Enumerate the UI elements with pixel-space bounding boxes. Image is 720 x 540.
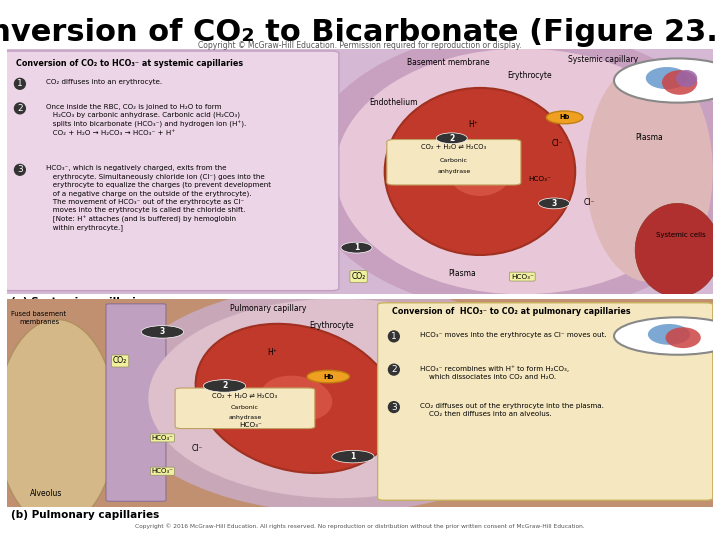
FancyBboxPatch shape bbox=[106, 304, 166, 501]
Ellipse shape bbox=[148, 299, 529, 498]
Text: (b) Pulmonary capillaries: (b) Pulmonary capillaries bbox=[11, 510, 159, 519]
Text: CO₂: CO₂ bbox=[113, 356, 127, 366]
Text: CO₂ diffuses into an erythrocyte.: CO₂ diffuses into an erythrocyte. bbox=[46, 79, 162, 85]
Text: 1: 1 bbox=[354, 243, 359, 252]
Text: HCO₃⁻: HCO₃⁻ bbox=[151, 435, 174, 441]
Ellipse shape bbox=[635, 204, 720, 297]
Text: CO₂ + H₂O ⇌ H₂CO₃: CO₂ + H₂O ⇌ H₂CO₃ bbox=[212, 393, 277, 399]
Text: 2: 2 bbox=[449, 134, 454, 143]
Text: Once inside the RBC, CO₂ is joined to H₂O to form
   H₂CO₃ by carbonic anhydrase: Once inside the RBC, CO₂ is joined to H₂… bbox=[46, 104, 246, 136]
Text: HCO₃⁻, which is negatively charged, exits from the
   erythrocyte. Simultaneousl: HCO₃⁻, which is negatively charged, exit… bbox=[46, 165, 271, 231]
Text: 1: 1 bbox=[351, 452, 356, 461]
Text: 3: 3 bbox=[552, 199, 557, 208]
Text: Fused basement
membranes: Fused basement membranes bbox=[12, 311, 66, 325]
Ellipse shape bbox=[261, 376, 333, 421]
Text: 3: 3 bbox=[391, 403, 397, 411]
Ellipse shape bbox=[384, 88, 575, 255]
Circle shape bbox=[614, 58, 720, 103]
Text: CO₂: CO₂ bbox=[351, 272, 366, 281]
Ellipse shape bbox=[304, 30, 720, 313]
Ellipse shape bbox=[196, 324, 397, 473]
FancyBboxPatch shape bbox=[387, 139, 521, 185]
Text: Conversion of  HCO₃⁻ to CO₂ at pulmonary capillaries: Conversion of HCO₃⁻ to CO₂ at pulmonary … bbox=[392, 307, 631, 316]
Circle shape bbox=[203, 380, 246, 392]
FancyBboxPatch shape bbox=[377, 303, 713, 500]
Text: HCO₃⁻: HCO₃⁻ bbox=[528, 176, 552, 182]
Text: Endothelium: Endothelium bbox=[369, 98, 418, 107]
Circle shape bbox=[141, 326, 184, 338]
Text: Hb: Hb bbox=[559, 114, 570, 120]
Ellipse shape bbox=[117, 284, 561, 513]
Circle shape bbox=[332, 450, 374, 463]
Circle shape bbox=[307, 370, 349, 383]
Ellipse shape bbox=[448, 147, 512, 196]
Text: HCO₃⁻: HCO₃⁻ bbox=[151, 468, 174, 474]
Ellipse shape bbox=[665, 327, 701, 348]
Text: 3: 3 bbox=[160, 327, 165, 336]
Text: Carbonic: Carbonic bbox=[440, 158, 468, 164]
Text: Cl⁻: Cl⁻ bbox=[552, 139, 563, 148]
Circle shape bbox=[539, 198, 570, 209]
Text: HCO₃⁻: HCO₃⁻ bbox=[239, 422, 262, 428]
Ellipse shape bbox=[662, 70, 697, 95]
Text: H⁺: H⁺ bbox=[267, 348, 276, 357]
Text: 1: 1 bbox=[391, 332, 397, 341]
Circle shape bbox=[614, 318, 720, 355]
Text: Plasma: Plasma bbox=[636, 132, 663, 141]
Text: HCO₃⁻ recombines with H⁺ to form H₂CO₃,
    which dissociates into CO₂ and H₂O.: HCO₃⁻ recombines with H⁺ to form H₂CO₃, … bbox=[420, 365, 569, 380]
Text: Erythrocyte: Erythrocyte bbox=[507, 71, 552, 80]
Text: Cl⁻: Cl⁻ bbox=[192, 444, 204, 453]
Circle shape bbox=[341, 242, 372, 253]
Text: 2: 2 bbox=[222, 381, 227, 390]
Text: Conversion of CO₂ to HCO₃⁻ at systemic capillaries: Conversion of CO₂ to HCO₃⁻ at systemic c… bbox=[16, 59, 243, 68]
FancyBboxPatch shape bbox=[4, 51, 339, 291]
Text: Cl⁻: Cl⁻ bbox=[584, 198, 595, 207]
Text: 1: 1 bbox=[17, 79, 23, 89]
Text: 2: 2 bbox=[391, 365, 397, 374]
FancyBboxPatch shape bbox=[175, 388, 315, 429]
Text: Copyright © McGraw-Hill Education. Permission required for reproduction or displ: Copyright © McGraw-Hill Education. Permi… bbox=[198, 41, 522, 50]
Ellipse shape bbox=[648, 324, 690, 345]
Text: Plasma: Plasma bbox=[449, 269, 476, 278]
Text: (a) Systemic capillaries: (a) Systemic capillaries bbox=[11, 297, 149, 307]
Ellipse shape bbox=[586, 61, 713, 282]
Ellipse shape bbox=[646, 67, 688, 89]
Text: 2: 2 bbox=[17, 104, 23, 113]
Text: Alveolus: Alveolus bbox=[30, 489, 62, 497]
Text: Pulmonary capillary: Pulmonary capillary bbox=[230, 304, 307, 313]
Text: HCO₃⁻: HCO₃⁻ bbox=[511, 274, 534, 280]
Text: Copyright © 2016 McGraw-Hill Education. All rights reserved. No reproduction or : Copyright © 2016 McGraw-Hill Education. … bbox=[135, 524, 585, 529]
Text: Basement membrane: Basement membrane bbox=[407, 58, 490, 68]
Text: Conversion of CO₂ to Bicarbonate (Figure 23.27): Conversion of CO₂ to Bicarbonate (Figure… bbox=[0, 18, 720, 47]
Text: Erythrocyte: Erythrocyte bbox=[310, 321, 354, 330]
Text: 3: 3 bbox=[17, 165, 23, 174]
Text: Systemic capillary: Systemic capillary bbox=[568, 55, 639, 64]
Text: Systemic cells: Systemic cells bbox=[656, 232, 706, 238]
Circle shape bbox=[436, 133, 467, 144]
Text: anhydrase: anhydrase bbox=[437, 169, 470, 174]
Ellipse shape bbox=[676, 70, 697, 87]
Text: anhydrase: anhydrase bbox=[228, 415, 261, 420]
Ellipse shape bbox=[0, 319, 117, 527]
Text: HCO₃⁻ moves into the erythrocyte as Cl⁻ moves out.: HCO₃⁻ moves into the erythrocyte as Cl⁻ … bbox=[420, 332, 607, 338]
Text: H⁺: H⁺ bbox=[468, 120, 478, 129]
Text: CO₂ + H₂O ⇌ H₂CO₃: CO₂ + H₂O ⇌ H₂CO₃ bbox=[421, 144, 487, 151]
Text: CO₂ diffuses out of the erythrocyte into the plasma.
    CO₂ then diffuses into : CO₂ diffuses out of the erythrocyte into… bbox=[420, 403, 604, 416]
Text: Carbonic: Carbonic bbox=[231, 405, 259, 410]
Circle shape bbox=[546, 111, 583, 124]
Ellipse shape bbox=[336, 49, 709, 294]
Text: Hb: Hb bbox=[323, 374, 333, 380]
